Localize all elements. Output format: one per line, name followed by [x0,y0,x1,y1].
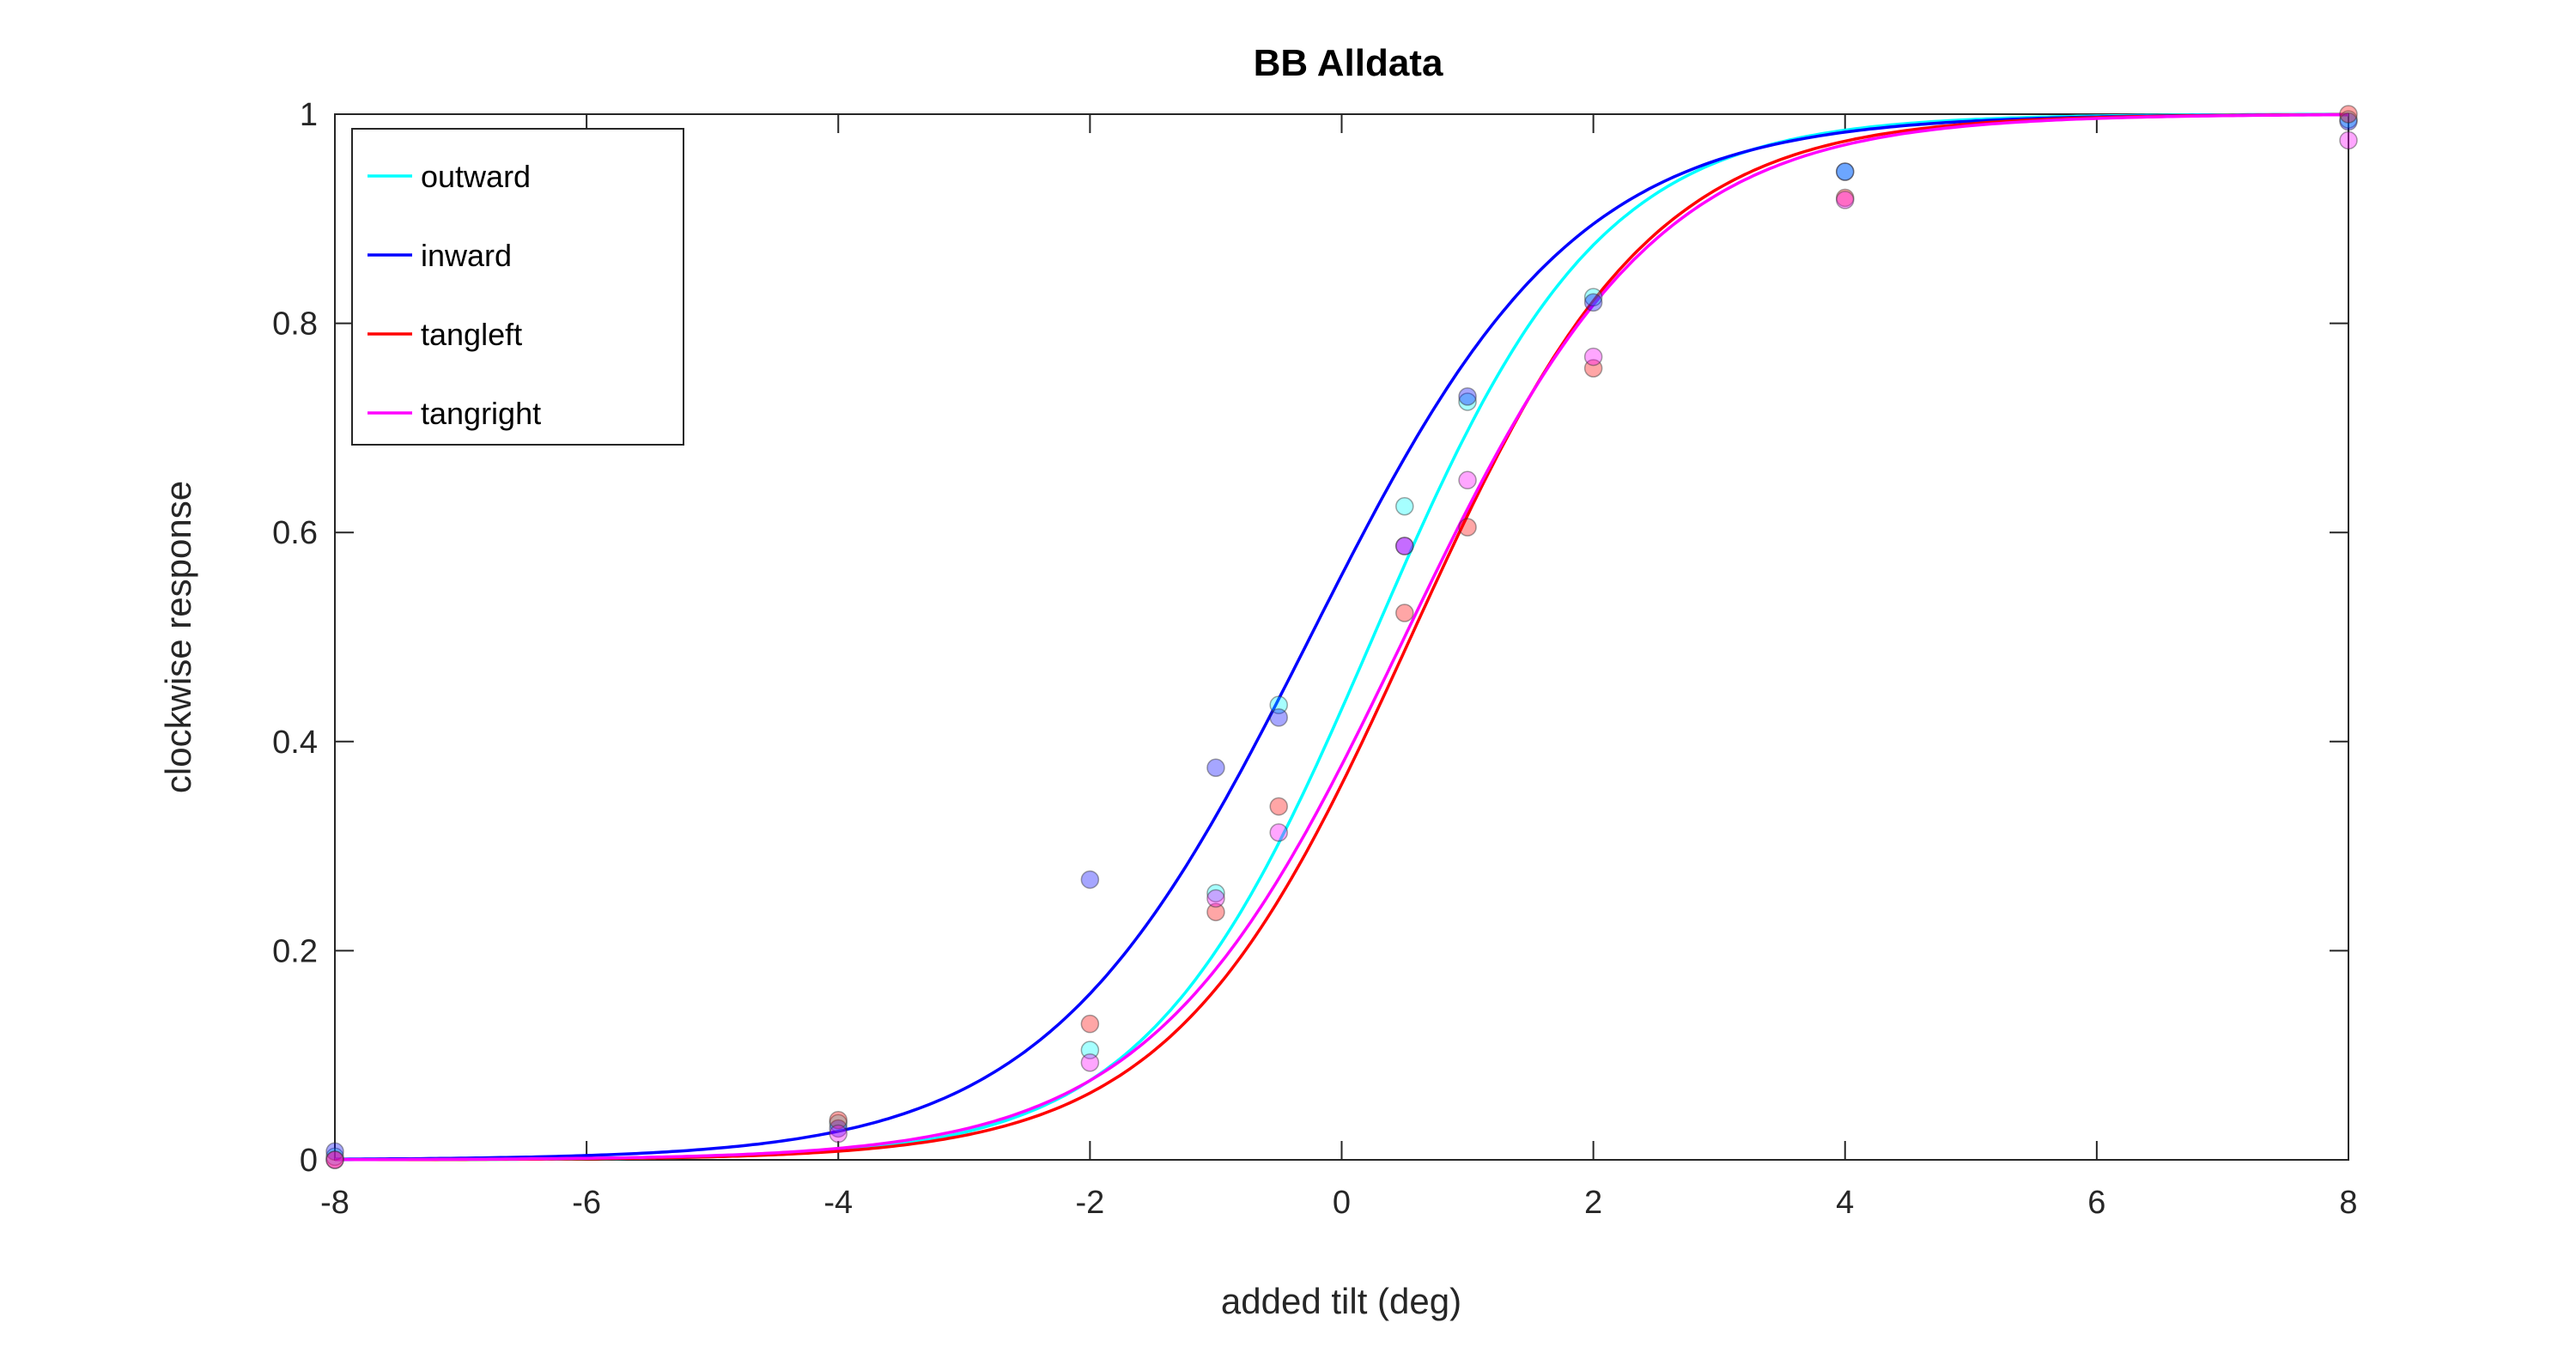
data-point-tangleft [1583,359,1603,378]
data-point-outward [1583,288,1603,306]
data-point-inward [325,1142,344,1162]
y-tick-label: 1 [300,97,318,133]
data-point-tangright [1583,347,1603,367]
data-point-outward [1080,1041,1100,1059]
data-point-outward [1395,497,1414,516]
data-point-tangleft [1080,1014,1100,1034]
data-point-outward [2339,110,2358,129]
data-point-tangright [1269,823,1288,842]
y-tick-label: 0.6 [272,515,318,551]
data-point-outward [325,1147,344,1167]
x-tick-label: -2 [1075,1185,1104,1221]
x-axis-label: added tilt (deg) [1221,1281,1461,1321]
data-point-tangleft [1206,902,1225,922]
legend-label-inward: inward [421,238,512,273]
data-point-tangright [1080,1053,1100,1072]
fit-curves [334,112,2348,1162]
data-point-inward [1080,870,1100,889]
x-tick-label: -4 [823,1185,853,1221]
y-tick-label: 0.2 [272,933,318,969]
y-axis-label: clockwise response [158,481,198,793]
data-point-tangright [325,1150,344,1169]
data-point-outward [1836,162,1855,181]
x-tick-label: 2 [1584,1185,1602,1221]
data-point-outward [1269,695,1288,714]
legend-label-tangright: tangright [421,396,541,431]
x-tick-label: 0 [1333,1185,1351,1221]
x-tick-label: -8 [320,1185,349,1221]
legend-box [351,128,684,446]
data-point-outward [829,1113,848,1133]
data-point-tangright [1458,470,1477,490]
y-tick-label: 0.8 [272,306,318,343]
series-line-tangright [334,112,2348,1162]
x-tick-label: 8 [2339,1185,2357,1221]
data-point-tangleft [1836,188,1855,208]
data-points [325,105,2358,1169]
data-point-tangright [1395,537,1414,555]
data-point-tangleft [829,1110,848,1130]
data-point-tangright [1206,889,1225,908]
data-point-outward [1206,883,1225,903]
x-tick-label: 4 [1836,1185,1854,1221]
legend-label-outward: outward [421,159,531,194]
data-point-inward [1583,293,1603,312]
data-point-tangleft [1269,797,1288,816]
y-tick-label: 0 [300,1143,318,1179]
x-tick-label: 6 [2087,1185,2105,1221]
data-point-tangleft [2339,105,2358,124]
data-point-tangleft [325,1150,344,1169]
data-point-tangright [829,1124,848,1144]
legend: outward inward tangleft tangright [351,128,684,446]
data-point-inward [1206,758,1225,777]
chart-title: BB Alldata [1254,42,1443,84]
data-point-tangright [2339,130,2358,150]
data-point-inward [1269,708,1288,727]
data-point-inward [2339,112,2358,131]
y-axis-ticks: 0 0.2 0.4 0.6 0.8 1 [272,97,2348,1179]
data-point-tangleft [1395,604,1414,622]
series-line-inward [335,112,2348,1161]
data-point-tangleft [1458,518,1477,537]
x-tick-label: -6 [572,1185,601,1221]
legend-label-tangleft: tangleft [421,317,522,352]
data-point-inward [1836,162,1855,181]
data-point-inward [1458,387,1477,406]
data-point-inward [1395,537,1414,555]
y-tick-label: 0.4 [272,725,318,761]
data-point-outward [1458,392,1477,411]
data-point-tangright [1836,191,1855,209]
data-point-inward [829,1119,848,1138]
